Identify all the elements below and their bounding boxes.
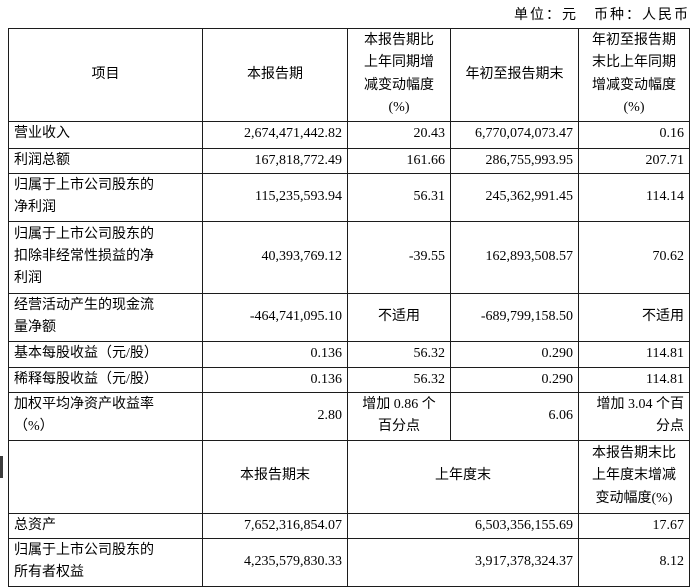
section2-header-row: 本报告期末 上年度末 本报告期末比 上年度末增减 变动幅度(%) [8, 439, 690, 514]
row-diluted-eps: 稀释每股收益（元/股） 0.136 56.32 0.290 114.81 [8, 366, 690, 393]
diluted-eps-yoy-change: 56.32 [347, 366, 451, 393]
total-profit-label: 利润总额 [8, 147, 203, 174]
weighted-avg-roe-label: 加权平均净资产收益率 （%） [8, 391, 203, 441]
section2-header-empty [8, 439, 203, 514]
revenue-ytd-yoy-change: 0.16 [578, 120, 690, 149]
col-header-item: 项目 [8, 28, 203, 122]
section1-header-row: 项目 本报告期 本报告期比 上年同期增 减变动幅度 (%) 年初至报告期末 年初… [8, 28, 690, 122]
currency-unit-note: 单位：元 币种：人民币 [514, 8, 690, 23]
total-profit-ytd: 286,755,993.95 [450, 147, 579, 174]
net-profit-attributable-ytd-yoy-change: 114.14 [578, 172, 690, 222]
basic-eps-ytd-yoy-change: 114.81 [578, 340, 690, 368]
weighted-avg-roe-ytd: 6.06 [450, 391, 579, 441]
row-revenue: 营业收入 2,674,471,442.82 20.43 6,770,074,07… [8, 120, 690, 149]
diluted-eps-current: 0.136 [202, 366, 348, 393]
operating-cash-flow-yoy-change: 不适用 [347, 292, 451, 342]
owners-equity-end-of-period: 4,235,579,830.33 [202, 538, 348, 587]
diluted-eps-label: 稀释每股收益（元/股） [8, 366, 203, 393]
col-header-ytd-yoy-change: 年初至报告期 末比上年同期 增减变动幅度 (%) [578, 28, 690, 122]
diluted-eps-ytd: 0.290 [450, 366, 579, 393]
operating-cash-flow-label: 经营活动产生的现金流 量净额 [8, 292, 203, 342]
net-profit-attributable-yoy-change: 56.31 [347, 172, 451, 222]
operating-cash-flow-ytd: -689,799,158.50 [450, 292, 579, 342]
row-operating-cash-flow: 经营活动产生的现金流 量净额 -464,741,095.10 不适用 -689,… [8, 292, 690, 342]
deducted-net-profit-label: 归属于上市公司股东的 扣除非经常性损益的净 利润 [8, 220, 203, 294]
owners-equity-end-of-prior-year: 3,917,378,324.37 [347, 538, 579, 587]
operating-cash-flow-current: -464,741,095.10 [202, 292, 348, 342]
total-assets-label: 总资产 [8, 512, 203, 540]
weighted-avg-roe-ytd-yoy-change: 增加 3.04 个百 分点 [578, 391, 690, 441]
net-profit-attributable-current: 115,235,593.94 [202, 172, 348, 222]
row-total-profit: 利润总额 167,818,772.49 161.66 286,755,993.9… [8, 147, 690, 174]
row-net-profit-attributable: 归属于上市公司股东的 净利润 115,235,593.94 56.31 245,… [8, 172, 690, 222]
weighted-avg-roe-current: 2.80 [202, 391, 348, 441]
revenue-label: 营业收入 [8, 120, 203, 149]
col-header-end-of-period: 本报告期末 [202, 439, 348, 514]
total-assets-end-of-period: 7,652,316,854.07 [202, 512, 348, 540]
col-header-end-of-prior-year: 上年度末 [347, 439, 579, 514]
col-header-yoy-change: 本报告期比 上年同期增 减变动幅度 (%) [347, 28, 451, 122]
weighted-avg-roe-yoy-change: 增加 0.86 个 百分点 [347, 391, 451, 441]
col-header-current-period: 本报告期 [202, 28, 348, 122]
deducted-net-profit-current: 40,393,769.12 [202, 220, 348, 294]
total-profit-current: 167,818,772.49 [202, 147, 348, 174]
row-owners-equity: 归属于上市公司股东的 所有者权益 4,235,579,830.33 3,917,… [8, 538, 690, 587]
row-deducted-net-profit: 归属于上市公司股东的 扣除非经常性损益的净 利润 40,393,769.12 -… [8, 220, 690, 294]
basic-eps-yoy-change: 56.32 [347, 340, 451, 368]
col-header-ytd: 年初至报告期末 [450, 28, 579, 122]
row-weighted-avg-roe: 加权平均净资产收益率 （%） 2.80 增加 0.86 个 百分点 6.06 增… [8, 391, 690, 441]
revenue-ytd: 6,770,074,073.47 [450, 120, 579, 149]
net-profit-attributable-label: 归属于上市公司股东的 净利润 [8, 172, 203, 222]
scan-artifact-mark [0, 456, 3, 478]
row-total-assets: 总资产 7,652,316,854.07 6,503,356,155.69 17… [8, 512, 690, 540]
diluted-eps-ytd-yoy-change: 114.81 [578, 366, 690, 393]
basic-eps-current: 0.136 [202, 340, 348, 368]
financial-summary-table: 项目 本报告期 本报告期比 上年同期增 减变动幅度 (%) 年初至报告期末 年初… [8, 28, 690, 587]
deducted-net-profit-ytd-yoy-change: 70.62 [578, 220, 690, 294]
deducted-net-profit-yoy-change: -39.55 [347, 220, 451, 294]
basic-eps-label: 基本每股收益（元/股） [8, 340, 203, 368]
revenue-yoy-change: 20.43 [347, 120, 451, 149]
deducted-net-profit-ytd: 162,893,508.57 [450, 220, 579, 294]
row-basic-eps: 基本每股收益（元/股） 0.136 56.32 0.290 114.81 [8, 340, 690, 368]
total-profit-yoy-change: 161.66 [347, 147, 451, 174]
owners-equity-label: 归属于上市公司股东的 所有者权益 [8, 538, 203, 587]
basic-eps-ytd: 0.290 [450, 340, 579, 368]
revenue-current: 2,674,471,442.82 [202, 120, 348, 149]
owners-equity-change: 8.12 [578, 538, 690, 587]
col-header-period-end-change: 本报告期末比 上年度末增减 变动幅度(%) [578, 439, 690, 514]
operating-cash-flow-ytd-yoy-change: 不适用 [578, 292, 690, 342]
net-profit-attributable-ytd: 245,362,991.45 [450, 172, 579, 222]
total-assets-end-of-prior-year: 6,503,356,155.69 [347, 512, 579, 540]
total-assets-change: 17.67 [578, 512, 690, 540]
total-profit-ytd-yoy-change: 207.71 [578, 147, 690, 174]
